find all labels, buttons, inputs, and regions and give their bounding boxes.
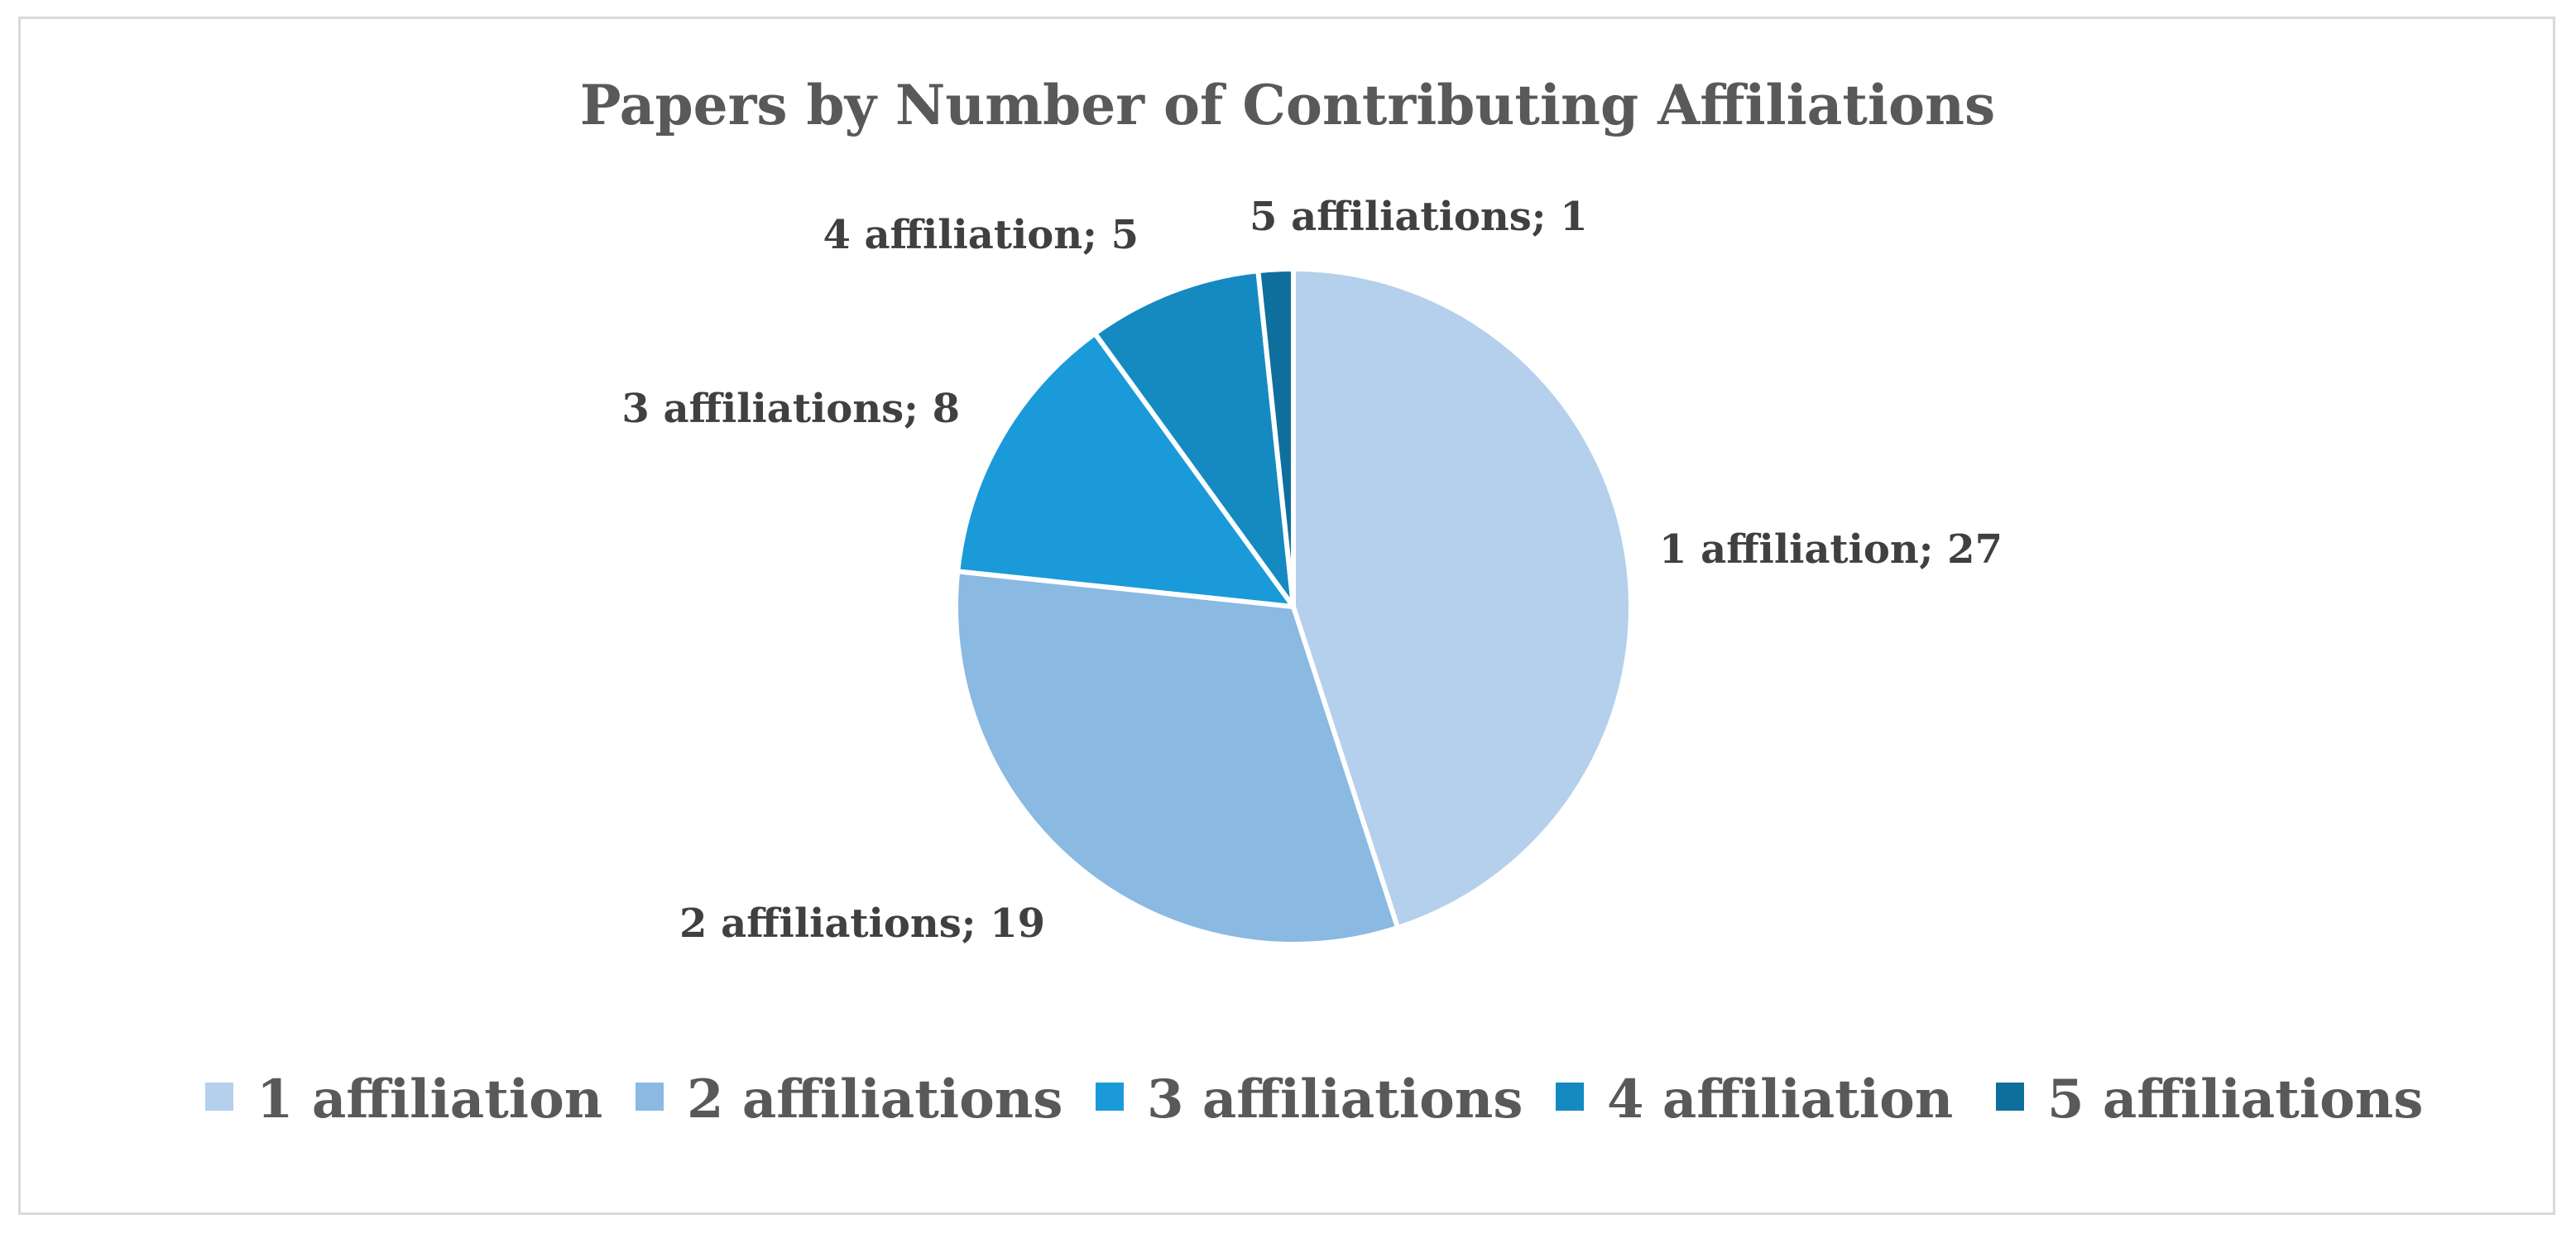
legend-swatch-3 [1096,1083,1124,1111]
legend-swatch-4 [1556,1083,1584,1111]
pie-data-labels: 1 affiliation; 27 2 affiliations; 19 3 aff… [621,194,2003,947]
data-label-4: 4 affiliation; 5 [823,212,1139,258]
pie-slice-5 [1255,266,1296,609]
legend-swatch-1 [205,1083,233,1111]
pie-slice-4 [1092,268,1296,609]
legend-label-1: 1 affiliation [257,1068,602,1131]
pie-slices [953,266,1633,947]
data-label-2: 2 affiliations; 19 [679,900,1045,947]
legend-swatch-5 [1996,1083,2024,1111]
legend-label-2: 2 affiliations [687,1068,1063,1131]
legend-label-3: 3 affiliations [1147,1068,1523,1131]
legend-label-5: 5 affiliations [2047,1068,2423,1131]
legend-swatch-2 [636,1083,664,1111]
chart-title: Papers by Number of Contributing Affilia… [580,73,1995,137]
pie-slice-2 [953,569,1401,947]
data-label-1: 1 affiliation; 27 [1659,526,2003,573]
data-label-3: 3 affiliations; 8 [621,386,960,432]
legend-label-4: 4 affiliation [1607,1068,1953,1131]
pie-slice-1 [1291,266,1633,931]
legend: 1 affiliation 2 affiliations 3 affiliation… [205,1068,2423,1131]
pie-slice-3 [955,330,1296,609]
data-label-5: 5 affiliations; 1 [1250,194,1588,240]
